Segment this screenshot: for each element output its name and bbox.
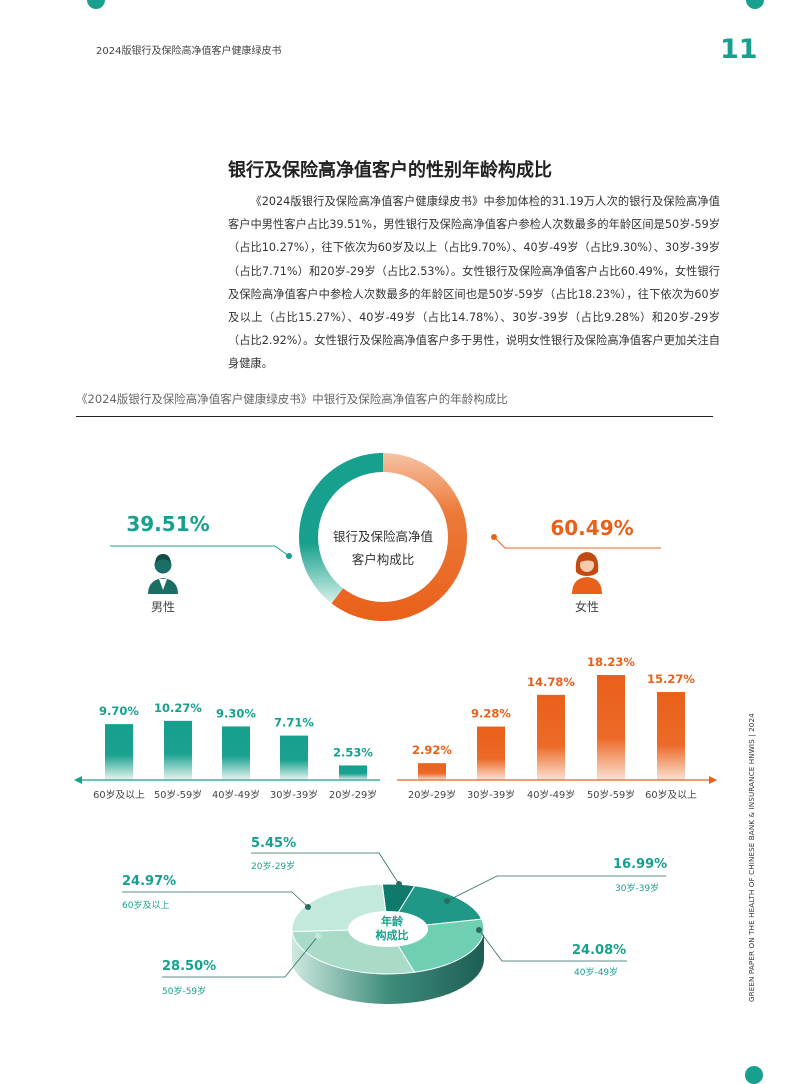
bar-value-label: 14.78% (527, 675, 575, 689)
running-header: 2024版银行及保险高净值客户健康绿皮书 (96, 46, 282, 57)
bar-category-label: 30岁-39岁 (467, 788, 515, 801)
pie3d-hole (348, 911, 428, 947)
section-title: 银行及保险高净值客户的性别年龄构成比 (228, 160, 552, 181)
bar-category-label: 30岁-39岁 (270, 788, 318, 801)
female-leader-line (493, 536, 661, 549)
bar-female-bars-1 (477, 726, 505, 780)
top-right-dot (746, 0, 764, 9)
bar-category-label: 20岁-29岁 (408, 788, 456, 801)
female-age-bar-chart: 2.92% 20岁-29岁 9.28% 30岁-39岁 14.78% 40岁-49岁 18.… (408, 655, 697, 801)
donut-center-label-2: 客户构成比 (352, 552, 415, 567)
bar-value-label: 7.71% (274, 716, 314, 730)
bar-category-label: 40岁-49岁 (527, 788, 575, 801)
bar-value-label: 18.23% (587, 655, 635, 669)
bar-category-label: 40岁-49岁 (212, 788, 260, 801)
caption-rule (76, 416, 713, 417)
callout-30-39: 16.99% 30岁-39岁 (444, 857, 667, 904)
bar-male-bars-4 (339, 765, 367, 780)
bar-category-label: 60岁及以上 (645, 788, 697, 801)
bar-value-label: 9.30% (216, 706, 256, 720)
callout-50-59-value: 28.50% (162, 959, 216, 974)
callout-40-49: 24.08% 40岁-49岁 (476, 927, 627, 978)
pie3d-center-label-1: 年龄 (381, 914, 404, 928)
female-percent-label: 60.49% (550, 516, 633, 540)
bar-male-bars-2 (222, 726, 250, 780)
figure-caption: 《2024版银行及保险高净值客户健康绿皮书》中银行及保险高净值客户的年龄构成比 (76, 392, 508, 406)
male-axis-arrow-icon (74, 776, 82, 784)
bar-female-bars-2 (537, 694, 565, 780)
bar-category-label: 50岁-59岁 (587, 788, 635, 801)
callout-60plus-value: 24.97% (122, 874, 176, 889)
bar-value-label: 9.28% (471, 707, 511, 721)
bar-category-label: 50岁-59岁 (154, 788, 202, 801)
top-left-dot (87, 0, 105, 9)
woman-icon (572, 552, 602, 594)
female-leader-dot (491, 534, 497, 540)
donut-center-label-1: 银行及保险高净值 (333, 529, 433, 544)
bar-category-label: 60岁及以上 (93, 788, 145, 801)
callout-20-29: 5.45% 20岁-29岁 (251, 836, 402, 887)
bar-value-label: 9.70% (99, 704, 139, 718)
bar-female-bars-3 (597, 675, 625, 780)
male-label: 男性 (151, 600, 175, 614)
female-axis-arrow-icon (709, 776, 717, 784)
male-leader-line (110, 545, 290, 557)
pie3d-center-label-2: 构成比 (376, 928, 409, 942)
bar-category-label: 20岁-29岁 (329, 788, 377, 801)
bar-female-bars-0 (418, 763, 446, 780)
man-icon (148, 554, 178, 594)
bar-value-label: 10.27% (154, 701, 202, 715)
male-age-bar-chart: 9.70% 60岁及以上 10.27% 50岁-59岁 9.30% 40岁-49岁 7.71… (93, 701, 377, 801)
bar-female-bars-4 (657, 692, 685, 780)
bar-value-label: 15.27% (647, 672, 695, 686)
callout-20-29-label: 20岁-29岁 (251, 860, 295, 872)
page-number: 11 (720, 34, 758, 65)
callout-40-49-value: 24.08% (572, 943, 626, 958)
bar-value-label: 2.53% (333, 745, 373, 759)
female-label: 女性 (575, 599, 599, 614)
callout-30-39-value: 16.99% (613, 857, 667, 872)
bar-value-label: 2.92% (412, 743, 452, 757)
callout-50-59: 28.50% 50岁-59岁 (162, 933, 321, 997)
callout-30-39-label: 30岁-39岁 (615, 882, 659, 894)
callout-60plus-label: 60岁及以上 (122, 899, 169, 911)
bar-male-bars-1 (164, 720, 192, 780)
callout-60plus: 24.97% 60岁及以上 (122, 874, 311, 911)
body-paragraph: 《2024版银行及保险高净值客户健康绿皮书》中参加体检的31.19万人次的银行及… (228, 195, 720, 371)
callout-40-49-label: 40岁-49岁 (574, 966, 618, 978)
bar-male-bars-3 (280, 735, 308, 780)
pie3d-side-wall (292, 929, 484, 1004)
donut-hole (318, 472, 448, 602)
callout-50-59-label: 50岁-59岁 (162, 985, 206, 997)
bar-male-bars-0 (105, 724, 133, 780)
callout-20-29-value: 5.45% (251, 836, 296, 851)
male-percent-label: 39.51% (126, 512, 209, 536)
male-leader-dot (286, 553, 292, 559)
